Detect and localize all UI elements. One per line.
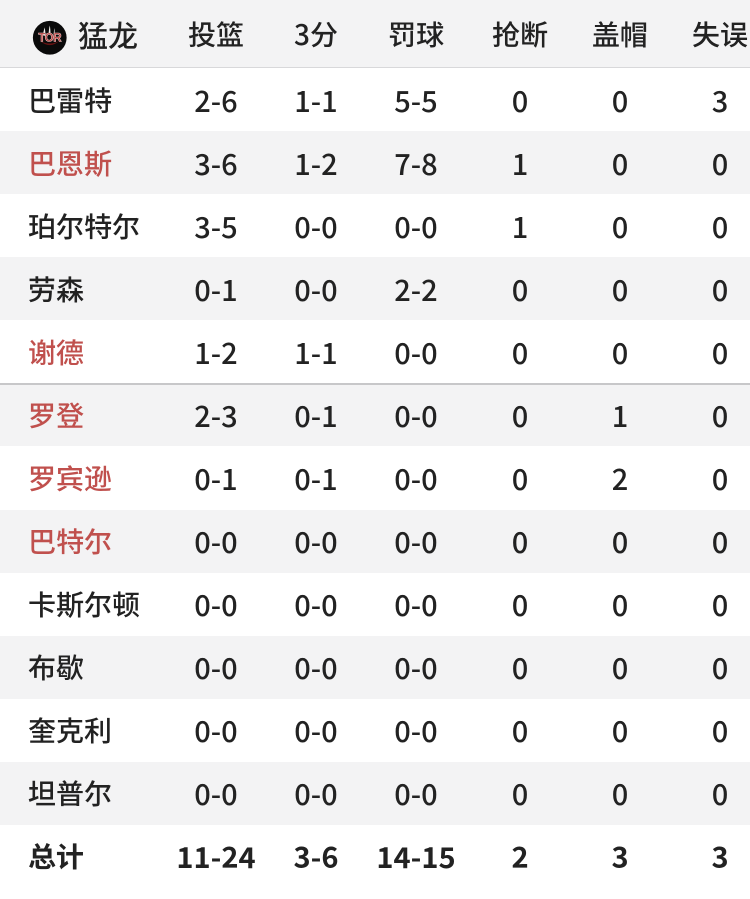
svg-text:TOR: TOR xyxy=(38,33,62,45)
